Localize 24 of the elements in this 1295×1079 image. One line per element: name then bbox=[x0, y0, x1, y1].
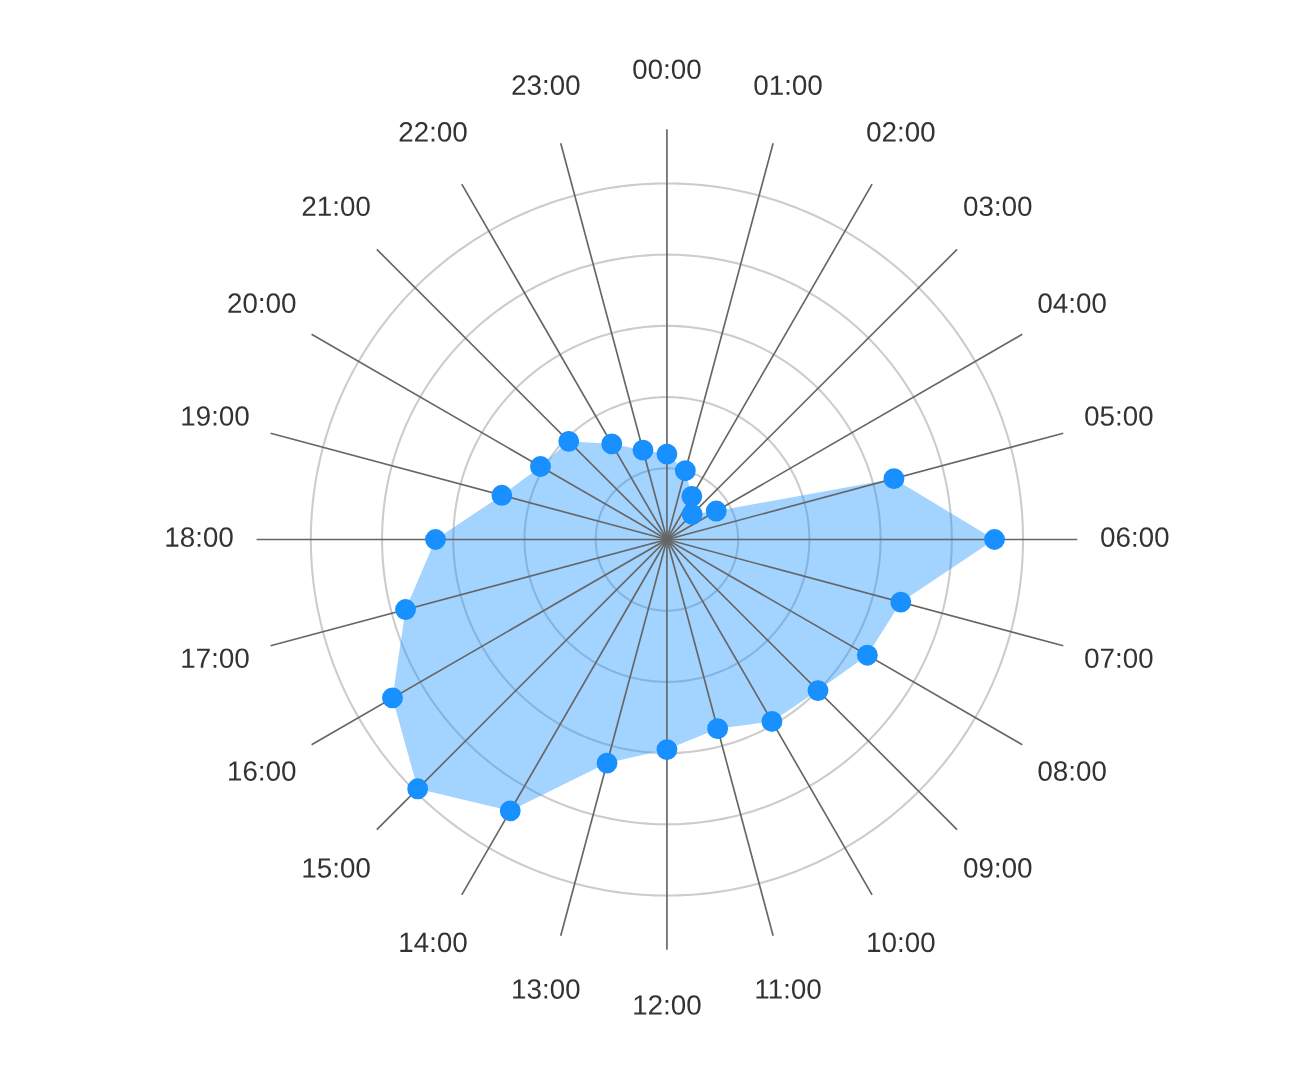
spoke-label: 03:00 bbox=[964, 196, 1032, 217]
spoke-label: 00:00 bbox=[633, 59, 701, 80]
spoke-label: 01:00 bbox=[754, 75, 822, 96]
spoke-label: 16:00 bbox=[229, 761, 296, 781]
spoke-label: 17:00 bbox=[182, 648, 249, 669]
spoke-label: 21:00 bbox=[302, 196, 370, 217]
spoke-label: 04:00 bbox=[1038, 293, 1106, 314]
spoke-label: 07:00 bbox=[1085, 648, 1153, 669]
spoke-label: 10:00 bbox=[868, 932, 935, 953]
spoke-label: 02:00 bbox=[867, 122, 935, 142]
spoke-label: 20:00 bbox=[228, 293, 296, 314]
spoke-label: 09:00 bbox=[964, 858, 1032, 878]
spoke-label: 19:00 bbox=[182, 406, 249, 426]
spoke-label: 11:00 bbox=[756, 979, 821, 999]
spoke-label: 18:00 bbox=[166, 527, 233, 547]
spoke-label: 22:00 bbox=[399, 122, 467, 142]
spoke-label: 06:00 bbox=[1101, 527, 1169, 547]
spoke-label: 05:00 bbox=[1085, 406, 1153, 426]
spoke-label: 14:00 bbox=[400, 932, 467, 953]
spoke-label: 23:00 bbox=[512, 75, 580, 96]
spoke-label: 08:00 bbox=[1038, 761, 1106, 781]
spoke-label: 15:00 bbox=[303, 858, 370, 878]
spoke-label: 13:00 bbox=[513, 979, 580, 999]
spoke-label: 12:00 bbox=[634, 995, 701, 1015]
